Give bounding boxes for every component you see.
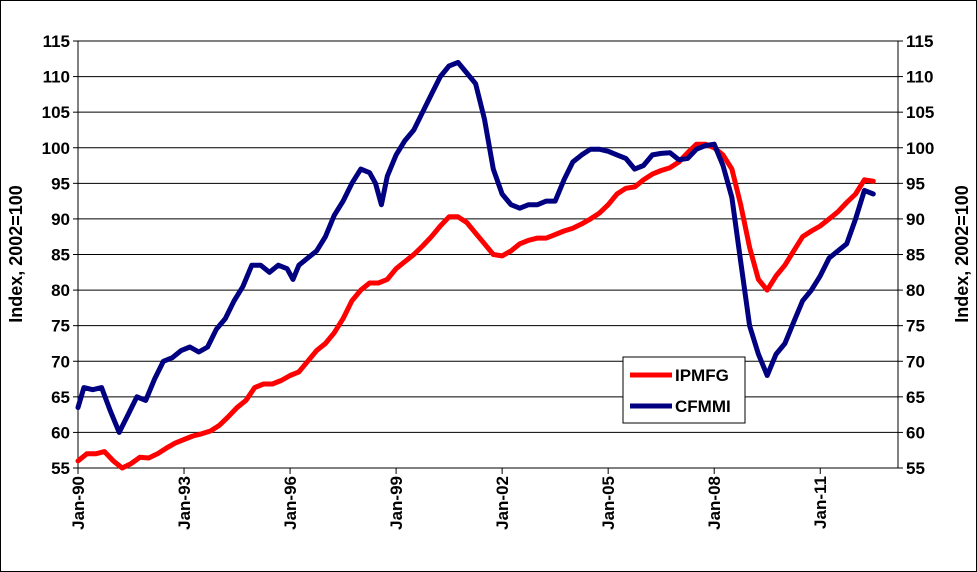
- y-tick-label-right: 90: [906, 210, 925, 229]
- x-tick-label: Jan-02: [493, 476, 512, 530]
- y-tick-label-right: 95: [906, 174, 925, 193]
- y-tick-label-right: 80: [906, 281, 925, 300]
- series-line-ipmfg: [75, 141, 876, 471]
- y-tick-label-left: 105: [42, 103, 70, 122]
- y-tick-label-right: 70: [906, 352, 925, 371]
- legend-box: [622, 356, 746, 424]
- y-tick-label-right: 100: [906, 139, 934, 158]
- legend-label-ipmfg: IPMFG: [675, 366, 729, 385]
- y-tick-label-left: 60: [51, 423, 70, 442]
- y-tick-label-left: 115: [43, 32, 70, 51]
- y-axis-left: 55 60 65 70 75 80 85 90 95 100 105 110 115: [42, 32, 78, 478]
- y-tick-label-left: 90: [51, 210, 70, 229]
- x-tick-label: Jan-11: [811, 476, 830, 529]
- y-tick-label-left: 70: [51, 352, 70, 371]
- legend-label-cfmmi: CFMMI: [675, 397, 731, 416]
- y-axis-right: 55 60 65 70 75 80 85 90 95 100 105 110 115: [898, 32, 934, 478]
- x-tick-label: Jan-99: [387, 476, 406, 530]
- y-tick-label-left: 100: [42, 139, 70, 158]
- y-tick-label-right: 105: [906, 103, 934, 122]
- y-tick-label-left: 65: [51, 388, 70, 407]
- legend: IPMFG CFMMI: [622, 356, 746, 424]
- y-axis-title-left: Index, 2002=100: [6, 185, 26, 323]
- x-axis: Jan-90 Jan-93 Jan-96 Jan-99 Jan-02 Jan-05 Jan-…: [69, 468, 830, 530]
- x-tick-label: Jan-93: [175, 476, 194, 530]
- x-tick-label: Jan-90: [69, 476, 88, 530]
- y-tick-label-right: 55: [906, 459, 925, 478]
- y-tick-label-left: 95: [51, 174, 70, 193]
- x-tick-label: Jan-96: [281, 476, 300, 530]
- y-tick-label-left: 85: [51, 246, 70, 265]
- x-tick-label: Jan-05: [599, 476, 618, 530]
- y-tick-label-right: 85: [906, 246, 925, 265]
- gridlines: [78, 76, 898, 433]
- y-tick-label-left: 110: [43, 68, 70, 87]
- series-layer: [75, 59, 876, 471]
- series-line-cfmmi: [75, 59, 876, 435]
- y-tick-label-left: 80: [51, 281, 70, 300]
- x-tick-label: Jan-08: [705, 476, 724, 530]
- y-tick-label-right: 115: [906, 32, 933, 51]
- y-tick-label-left: 75: [51, 317, 70, 336]
- y-tick-label-right: 75: [906, 317, 925, 336]
- y-tick-label-right: 65: [906, 388, 925, 407]
- y-tick-label-right: 60: [906, 423, 925, 442]
- y-tick-label-right: 110: [906, 68, 933, 87]
- y-axis-title-right: Index, 2002=100: [952, 185, 972, 323]
- y-tick-label-left: 55: [51, 459, 70, 478]
